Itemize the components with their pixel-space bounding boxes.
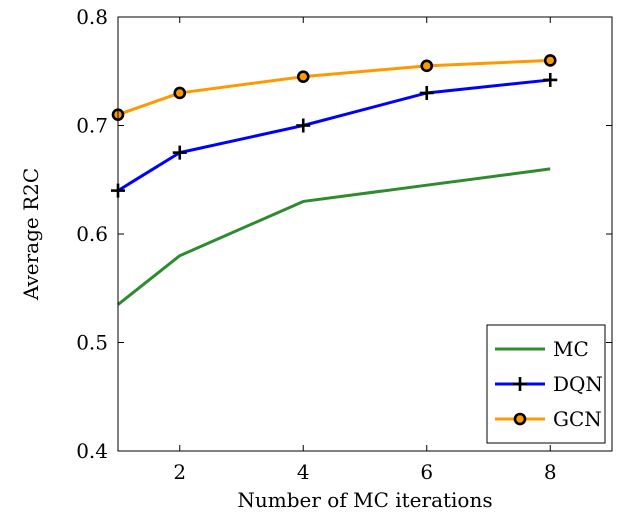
y-axis-label: Average R2C (19, 168, 43, 301)
x-axis-label: Number of MC iterations (237, 488, 492, 512)
data-point-gcn-5 (543, 54, 557, 67)
y-tick-label: 0.6 (76, 222, 108, 246)
legend-item-gcn: GCN (495, 407, 602, 431)
data-point-dqn-4 (419, 85, 434, 100)
data-point-gcn-4 (420, 59, 434, 73)
data-point-dqn-5 (543, 72, 558, 87)
y-tick-label: 0.4 (76, 439, 108, 463)
data-point-dqn-3 (296, 118, 311, 133)
legend-item-dqn: DQN (495, 372, 603, 396)
y-tick-label: 0.8 (76, 5, 108, 29)
legend-label-mc: MC (553, 337, 589, 361)
legend-marker-dqn (513, 377, 527, 391)
data-point-gcn-2 (173, 86, 187, 100)
x-tick-label: 8 (544, 460, 557, 484)
x-tick-label: 6 (420, 460, 433, 484)
legend-label-dqn: DQN (553, 372, 603, 396)
axes-layer: 2 4 6 8 0.4 0.5 0.6 0.7 0.8 (76, 5, 613, 484)
legend: MC DQN GCN (486, 324, 606, 444)
data-point-gcn-3 (296, 70, 310, 83)
legend-marker-gcn (513, 412, 527, 426)
x-tick-label: 4 (297, 460, 310, 484)
y-tick-label: 0.5 (76, 331, 108, 355)
series-line-mc (117, 167, 551, 306)
legend-label-gcn: GCN (553, 407, 602, 431)
data-point-dqn-2 (172, 145, 187, 160)
legend-item-mc: MC (495, 337, 589, 361)
series-layer (111, 54, 558, 306)
x-tick-label: 2 (173, 460, 186, 484)
y-tick-label: 0.7 (76, 114, 108, 138)
